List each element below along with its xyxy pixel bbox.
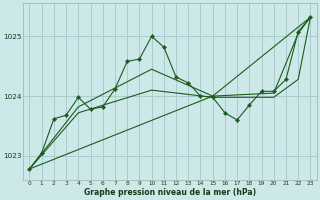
X-axis label: Graphe pression niveau de la mer (hPa): Graphe pression niveau de la mer (hPa) — [84, 188, 256, 197]
